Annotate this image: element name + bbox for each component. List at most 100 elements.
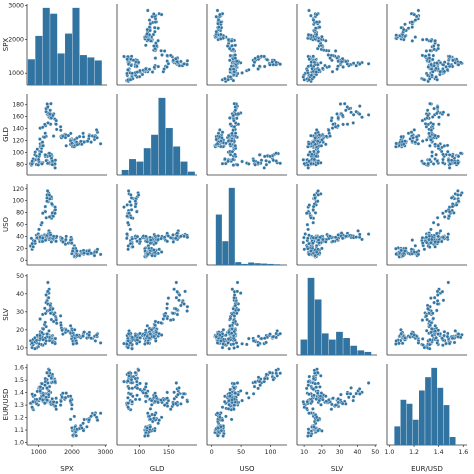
scatter-point xyxy=(422,161,427,166)
hist-bar xyxy=(187,171,195,175)
scatter-point xyxy=(264,372,269,377)
scatter-point xyxy=(41,327,46,331)
scatter-point xyxy=(416,252,421,257)
scatter-point xyxy=(232,407,236,412)
scatter-point xyxy=(231,47,236,52)
scatter-point xyxy=(436,134,441,139)
scatter-point xyxy=(441,211,445,216)
scatter-point xyxy=(42,401,47,406)
hist-bar xyxy=(50,13,58,85)
scatter-point xyxy=(70,249,75,253)
panel-spx-vs-uso xyxy=(206,4,287,86)
scatter-point xyxy=(182,391,186,396)
scatter-point xyxy=(51,234,56,239)
scatter-point xyxy=(82,330,87,334)
scatter-point xyxy=(229,417,234,422)
x-axis-label: USO xyxy=(239,465,255,473)
scatter-point xyxy=(453,329,458,333)
scatter-point xyxy=(174,295,179,300)
scatter-point xyxy=(329,407,334,412)
scatter-point xyxy=(48,108,53,113)
scatter-point xyxy=(328,134,332,138)
scatter-point xyxy=(366,381,371,385)
x-tick-label: 100 xyxy=(265,449,277,456)
scatter-point xyxy=(54,396,58,401)
scatter-point xyxy=(69,407,74,411)
scatter-point xyxy=(68,398,73,403)
scatter-point xyxy=(307,141,311,146)
scatter-point xyxy=(128,199,132,204)
x-tick-label: 1000 xyxy=(31,449,47,456)
scatter-point xyxy=(92,253,97,258)
scatter-point xyxy=(159,415,164,420)
scatter-point xyxy=(313,211,318,215)
scatter-point xyxy=(420,139,425,143)
scatter-point xyxy=(317,398,322,403)
scatter-point xyxy=(420,337,425,341)
scatter-point xyxy=(224,414,228,419)
scatter-point xyxy=(430,154,434,158)
hist-bar xyxy=(136,161,144,175)
scatter-point xyxy=(182,302,186,306)
scatter-point xyxy=(305,236,310,241)
scatter-point xyxy=(214,14,219,19)
scatter-point xyxy=(274,151,279,156)
panel-uso-vs-spx xyxy=(26,184,107,266)
scatter-point xyxy=(442,215,447,219)
scatter-point xyxy=(89,140,93,144)
scatter-point xyxy=(41,393,46,398)
scatter-point xyxy=(154,394,158,399)
scatter-point xyxy=(148,332,153,336)
scatter-point xyxy=(438,69,443,74)
scatter-point xyxy=(278,371,283,376)
scatter-point xyxy=(233,303,238,308)
scatter-point xyxy=(309,249,313,253)
scatter-point xyxy=(430,57,435,62)
scatter-point xyxy=(232,124,237,129)
scatter-point xyxy=(77,134,82,139)
hist-bar xyxy=(394,426,401,445)
scatter-point xyxy=(394,33,399,38)
scatter-point xyxy=(312,368,317,373)
scatter-point xyxy=(152,428,157,433)
scatter-point xyxy=(312,149,316,154)
panel-spx-vs-spx xyxy=(26,4,107,86)
scatter-point xyxy=(431,316,436,321)
scatter-point xyxy=(126,345,130,350)
scatter-point xyxy=(311,376,316,381)
scatter-point xyxy=(228,75,233,79)
scatter-point xyxy=(448,162,453,166)
y-tick-label: 40 xyxy=(16,291,24,298)
scatter-point xyxy=(230,397,234,402)
scatter-point xyxy=(175,59,180,64)
scatter-point xyxy=(126,67,130,72)
scatter-point xyxy=(318,373,323,378)
scatter-point xyxy=(79,426,84,430)
scatter-point xyxy=(233,108,238,113)
scatter-point xyxy=(403,139,407,144)
scatter-point xyxy=(173,306,178,311)
scatter-point xyxy=(450,204,455,209)
scatter-point xyxy=(436,234,441,239)
scatter-point xyxy=(220,135,224,140)
scatter-point xyxy=(262,336,267,341)
scatter-point xyxy=(156,38,160,43)
scatter-point xyxy=(360,115,364,120)
scatter-point xyxy=(153,391,157,396)
hist-bar xyxy=(314,299,322,355)
scatter-point xyxy=(412,333,417,337)
scatter-point xyxy=(307,203,312,207)
scatter-point xyxy=(437,122,441,127)
scatter-point xyxy=(271,62,276,67)
scatter-point xyxy=(428,337,432,342)
scatter-point xyxy=(330,402,334,407)
scatter-point xyxy=(98,141,103,146)
scatter-point xyxy=(360,237,364,242)
scatter-point xyxy=(416,341,421,345)
scatter-point xyxy=(229,331,234,336)
scatter-point xyxy=(129,377,134,382)
scatter-point xyxy=(401,142,406,147)
scatter-point xyxy=(307,57,312,62)
panel-eur-usd-vs-gld xyxy=(116,364,197,446)
scatter-point xyxy=(302,235,306,240)
